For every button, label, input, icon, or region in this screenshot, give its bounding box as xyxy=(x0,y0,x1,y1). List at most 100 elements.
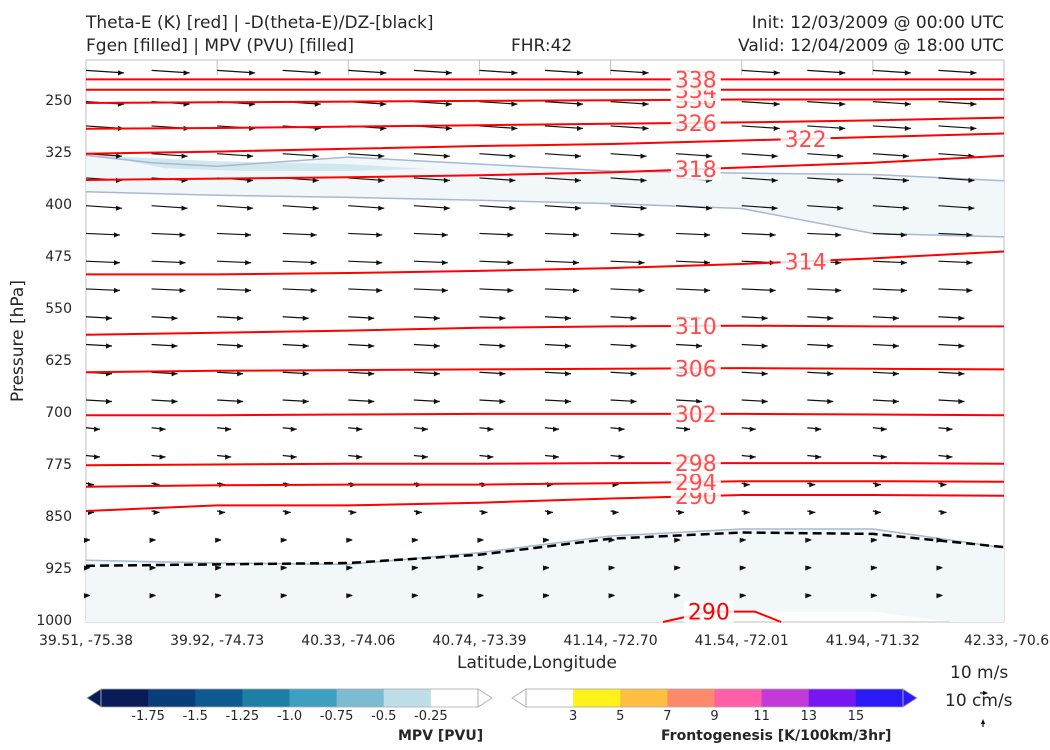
wind-vector-head xyxy=(368,343,375,349)
wind-vector-head xyxy=(509,153,516,159)
wind-vector-head xyxy=(290,454,297,460)
x-tick-label: 40.74, -73.39 xyxy=(432,633,527,649)
wind-vector-head xyxy=(704,287,711,294)
mpv-edge-upper-lower xyxy=(85,191,1005,238)
wind-vector-head xyxy=(892,371,899,377)
wind-vector-head xyxy=(509,205,516,211)
wind-vector-head xyxy=(302,371,309,377)
wind-vector xyxy=(479,69,518,74)
wind-vector-head xyxy=(499,371,506,377)
mpv-colorbar-left-tri xyxy=(86,688,102,708)
contour-label-298: 298 xyxy=(675,452,717,477)
wind-vector-head xyxy=(958,315,965,321)
wind-vector-head xyxy=(870,565,877,571)
wind-vector-head xyxy=(356,426,363,432)
wind-vector xyxy=(807,125,846,130)
wind-vector-head xyxy=(678,509,685,516)
wind-vector-head xyxy=(433,398,440,405)
wind-vector-head xyxy=(116,205,122,211)
wind-vector-head xyxy=(958,371,965,377)
wind-vector-head xyxy=(445,125,452,132)
wind-vector-head xyxy=(507,232,514,238)
wind-vector-head xyxy=(805,565,812,571)
wind-vector-head xyxy=(368,398,375,405)
wind-vector-head xyxy=(936,565,943,571)
wind-vector-head xyxy=(946,426,953,432)
wind-vector-head xyxy=(815,454,822,460)
wind-vector-head xyxy=(630,343,637,349)
wind-vector-head xyxy=(743,482,750,488)
wind-vector-head xyxy=(704,232,711,238)
wind-vector-head xyxy=(696,398,703,405)
wind-vector-head xyxy=(114,232,120,238)
y-tick-label: 1000 xyxy=(36,613,72,629)
mpv-colorbar-tick: -1.0 xyxy=(276,709,303,724)
wind-vector-head xyxy=(773,101,780,107)
mpv-colorbar-tick: -0.75 xyxy=(319,709,354,724)
wind-vector xyxy=(610,125,649,130)
wind-vector-head xyxy=(900,232,907,238)
theta-e-contour-310 xyxy=(85,324,1004,336)
wind-vector-head xyxy=(245,260,252,266)
wind-vector-head xyxy=(441,287,448,294)
wind-vector-head xyxy=(940,509,947,516)
wind-vector-head xyxy=(870,537,877,543)
theta-e-contour-layer xyxy=(85,78,1005,623)
wind-vector-head xyxy=(149,537,156,543)
wind-vector-head xyxy=(280,593,287,599)
wind-vector-head xyxy=(837,153,844,159)
wind-vector-head xyxy=(181,153,188,159)
fgen-colorbar-tick: 3 xyxy=(568,709,578,724)
vector-key-cms-label: 10 cm/s xyxy=(945,691,1013,711)
wind-vector-head xyxy=(815,426,822,432)
wind-vector-head xyxy=(674,593,681,599)
wind-vector-head xyxy=(902,153,909,159)
contour-label-bg xyxy=(670,452,721,475)
y-tick-label: 925 xyxy=(45,560,72,577)
wind-vector-head xyxy=(433,343,440,349)
wind-vector-head xyxy=(511,125,518,132)
wind-vector-head xyxy=(183,70,190,76)
wind-vector-head xyxy=(642,70,649,76)
wind-vector-head xyxy=(839,101,846,107)
fgen-colorbar-segment xyxy=(526,689,574,707)
fgen-colorbar-segment xyxy=(573,689,621,707)
fgen-colorbar-tick: 5 xyxy=(616,709,625,724)
wind-vector-head xyxy=(290,426,297,432)
wind-vector-head xyxy=(573,287,579,294)
wind-vector-head xyxy=(149,565,156,571)
wind-vector-head xyxy=(443,177,450,184)
wind-vector xyxy=(872,101,911,105)
wind-vector-head xyxy=(215,593,222,599)
contour-label-318: 318 xyxy=(675,158,717,183)
wind-vector xyxy=(413,69,452,74)
contour-label-294: 294 xyxy=(675,471,717,496)
wind-vector-head xyxy=(106,315,112,321)
wind-vector-head xyxy=(312,205,319,211)
fgen-colorbar-tick: 7 xyxy=(663,709,672,724)
wind-vector-head xyxy=(477,537,484,543)
contour-label-326: 326 xyxy=(675,112,717,137)
wind-vector-head xyxy=(368,371,375,377)
wind-vector-head xyxy=(368,315,375,321)
wind-vector-head xyxy=(892,398,899,405)
wind-vector xyxy=(348,69,387,74)
wind-vector-head xyxy=(247,205,254,211)
wind-vector xyxy=(938,69,977,74)
wind-vector-head xyxy=(543,593,549,599)
wind-vector-head xyxy=(966,287,973,294)
contour-label-338: 338 xyxy=(675,68,717,93)
wind-vector xyxy=(479,101,518,105)
wind-vector-head xyxy=(565,398,571,405)
fgen-colorbar-left-tri xyxy=(511,688,527,708)
wind-vector-head xyxy=(743,509,750,516)
wind-vector-head xyxy=(411,537,418,543)
wind-vector-head xyxy=(543,565,549,571)
contour-label-322: 322 xyxy=(785,128,827,153)
mpv-colorbar-segment xyxy=(101,689,149,707)
wind-vector-head xyxy=(179,260,186,266)
wind-vector-head xyxy=(565,315,571,321)
wind-vector-head xyxy=(376,260,383,266)
wind-vector-head xyxy=(837,205,844,211)
wind-vector-head xyxy=(411,565,418,571)
